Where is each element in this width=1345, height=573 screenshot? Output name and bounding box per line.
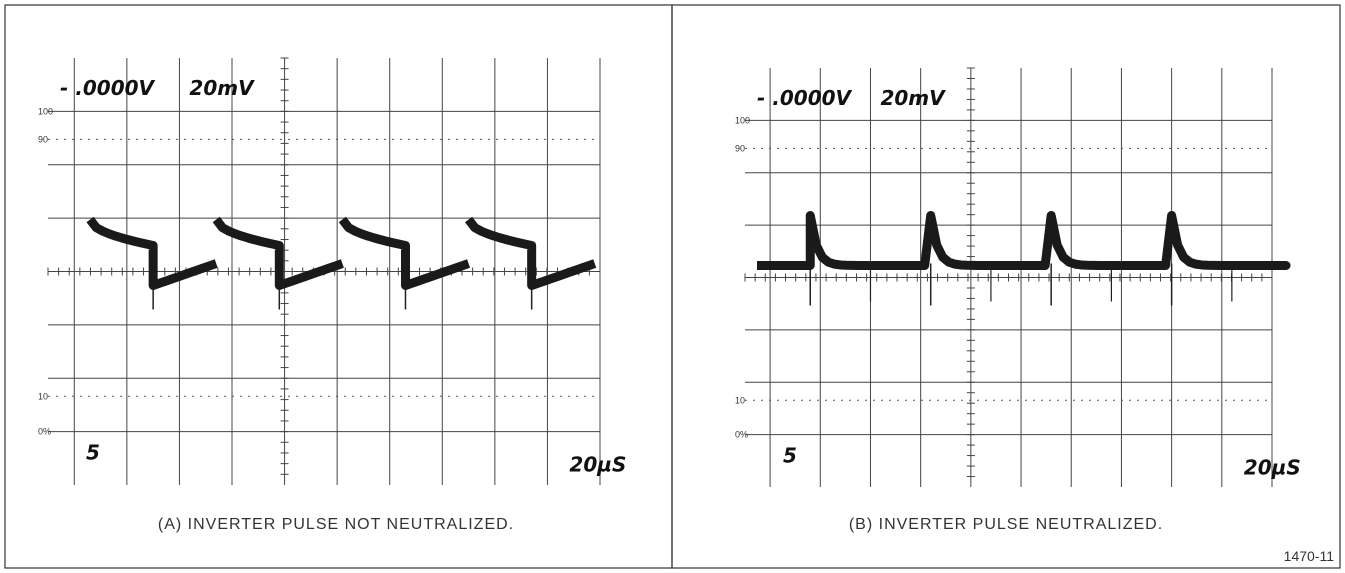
waveform: [86, 216, 597, 290]
caption: (A) INVERTER PULSE NOT NEUTRALIZED.: [158, 516, 514, 533]
readout-time: 20µS: [569, 453, 626, 477]
readout-channel: 5: [783, 444, 797, 468]
graticule-label: 0%: [38, 427, 51, 437]
graticule-label: 0%: [735, 430, 748, 440]
readout-scale: 20mV: [189, 76, 255, 100]
waveform: [757, 211, 1291, 270]
graticule-label: 10: [735, 395, 745, 405]
graticule-label: 90: [735, 143, 745, 153]
readout-channel: 5: [86, 441, 100, 465]
readout-time: 20µS: [1244, 456, 1301, 480]
caption: (B) INVERTER PULSE NEUTRALIZED.: [849, 516, 1163, 533]
figure-number: 1470-11: [1284, 548, 1335, 564]
graticule-label: 90: [38, 134, 48, 144]
graticule-label: 100: [735, 115, 750, 125]
readout-offset: - .0000V: [757, 86, 853, 110]
readout-offset: - .0000V: [60, 76, 156, 100]
graticule-label: 100: [38, 106, 53, 116]
readout-scale: 20mV: [880, 86, 946, 110]
panel-border: [671, 4, 1341, 569]
graticule-label: 10: [38, 391, 48, 401]
